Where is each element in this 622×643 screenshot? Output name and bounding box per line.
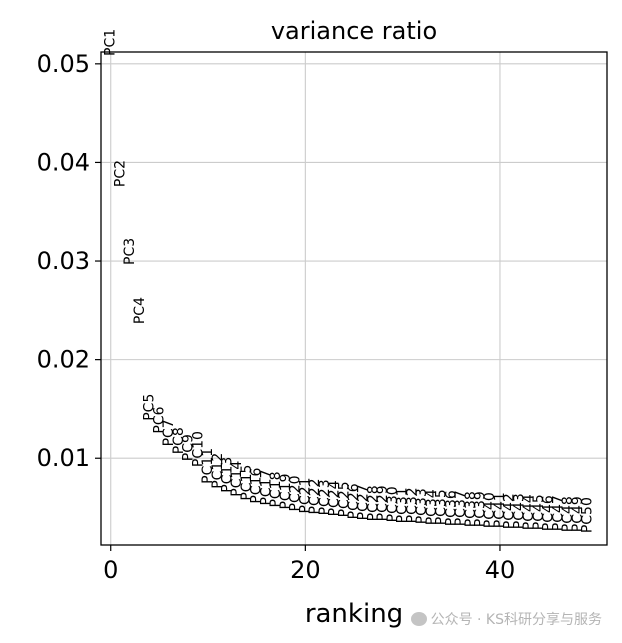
x-axis-label: ranking [305, 599, 403, 629]
x-tick-label: 20 [290, 556, 321, 584]
point-label-pc49: PC49 [570, 496, 586, 532]
point-label-pc40: PC40 [482, 492, 498, 528]
y-tick-label: 0.04 [37, 148, 90, 176]
point-label-pc46: PC46 [541, 495, 557, 531]
point-label-pc8: PC8 [171, 427, 187, 454]
data-points: PC1PC2PC3PC4PC5PC6PC7PC8PC9PC10PC11PC12P… [103, 29, 596, 533]
point-label-pc33: PC33 [414, 488, 430, 524]
point-label-pc34: PC34 [424, 489, 440, 525]
y-tick-label: 0.05 [37, 50, 90, 78]
point-label-pc23: PC23 [317, 479, 333, 515]
grid-lines [101, 52, 607, 545]
point-label-pc21: PC21 [297, 477, 313, 513]
point-label-pc30: PC30 [385, 486, 401, 522]
point-label-pc44: PC44 [521, 494, 537, 530]
point-label-pc50: PC50 [580, 497, 596, 533]
y-tick-label: 0.03 [37, 247, 90, 275]
point-label-pc36: PC36 [443, 490, 459, 526]
point-label-pc38: PC38 [463, 491, 479, 527]
point-label-pc29: PC29 [375, 485, 391, 521]
watermark: 公众号 · KS科研分享与服务 [410, 609, 602, 629]
point-label-pc22: PC22 [307, 478, 323, 514]
chart-title: variance ratio [271, 17, 437, 45]
point-label-pc43: PC43 [511, 493, 527, 529]
point-label-pc47: PC47 [550, 495, 566, 531]
y-tick-label: 0.01 [37, 444, 90, 472]
point-label-pc14: PC14 [229, 461, 245, 497]
point-label-pc6: PC6 [151, 406, 167, 433]
point-label-pc18: PC18 [268, 471, 284, 507]
point-label-pc27: PC27 [356, 484, 372, 520]
point-label-pc5: PC5 [142, 394, 158, 421]
point-label-pc2: PC2 [112, 160, 128, 187]
y-tick-label: 0.02 [37, 346, 90, 374]
x-tick-label: 40 [485, 556, 516, 584]
point-label-pc25: PC25 [336, 481, 352, 517]
y-axis: 0.01 0.02 0.03 0.04 0.05 [37, 50, 101, 472]
point-label-pc17: PC17 [258, 470, 274, 506]
point-label-pc19: PC19 [278, 473, 294, 509]
point-label-pc31: PC31 [395, 487, 411, 523]
point-label-pc15: PC15 [239, 465, 255, 501]
point-label-pc42: PC42 [502, 493, 518, 529]
point-label-pc4: PC4 [132, 297, 148, 324]
point-label-pc35: PC35 [434, 489, 450, 525]
point-label-pc28: PC28 [365, 485, 381, 521]
point-label-pc13: PC13 [220, 457, 236, 493]
point-label-pc26: PC26 [346, 483, 362, 519]
point-label-pc10: PC10 [190, 431, 206, 467]
point-label-pc9: PC9 [181, 434, 197, 461]
point-label-pc16: PC16 [249, 467, 265, 503]
point-label-pc7: PC7 [161, 419, 177, 446]
wechat-icon [410, 612, 427, 626]
point-label-pc41: PC41 [492, 492, 508, 528]
watermark-text: 公众号 · KS科研分享与服务 [430, 612, 602, 628]
point-label-pc48: PC48 [560, 496, 576, 532]
point-label-pc3: PC3 [122, 238, 138, 265]
point-label-pc37: PC37 [453, 490, 469, 526]
x-axis: 0 20 40 [103, 545, 515, 584]
point-label-pc20: PC20 [288, 475, 304, 511]
x-tick-label: 0 [103, 556, 118, 584]
point-label-pc12: PC12 [210, 453, 226, 489]
point-label-pc24: PC24 [327, 480, 343, 516]
point-label-pc45: PC45 [531, 494, 547, 530]
point-label-pc1: PC1 [103, 29, 119, 56]
point-label-pc39: PC39 [473, 491, 489, 527]
point-label-pc11: PC11 [200, 448, 216, 484]
point-label-pc32: PC32 [404, 487, 420, 523]
plot-frame [100, 51, 608, 546]
